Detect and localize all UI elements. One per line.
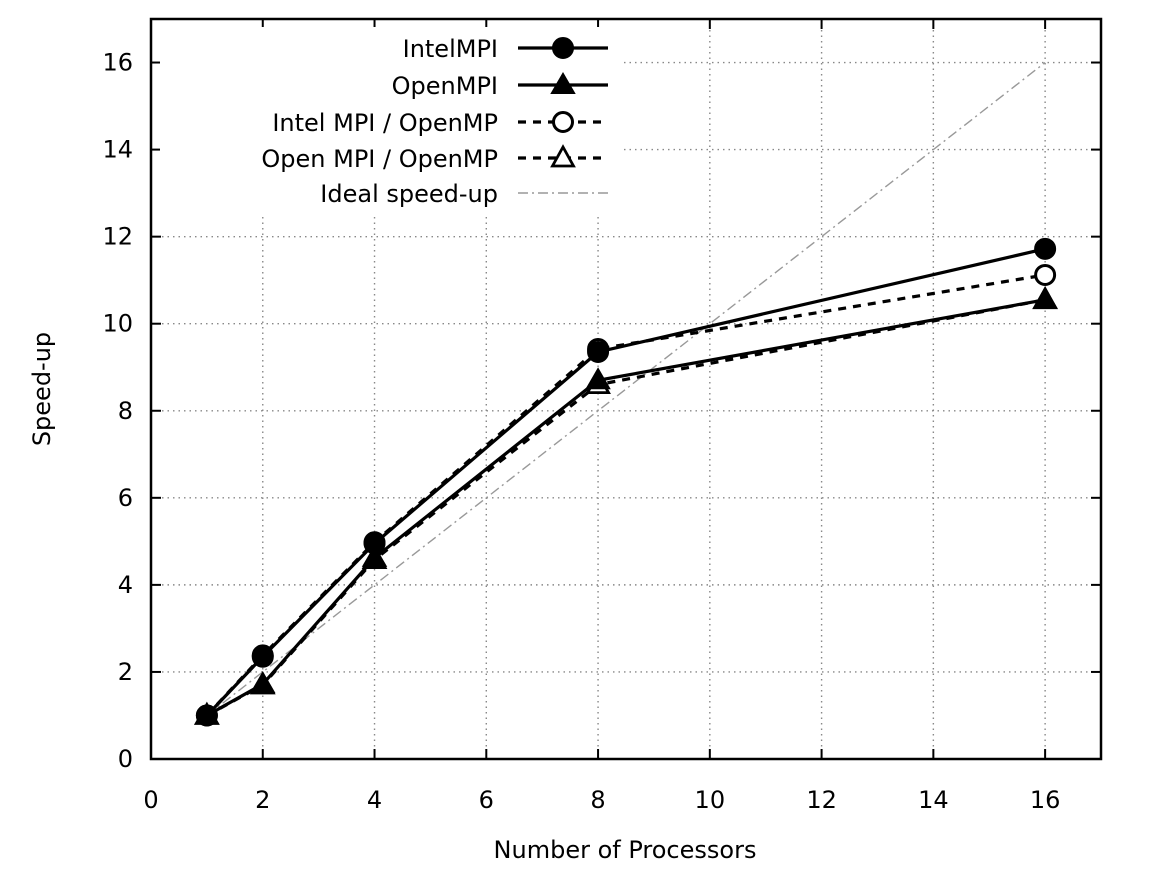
legend-marker-open-mpi-openmp — [550, 144, 576, 168]
ideal-speedup-line — [206, 61, 1046, 717]
legend-background — [160, 27, 620, 215]
legend: IntelMPI OpenMPI Intel MPI / OpenMP Open MP… — [160, 27, 620, 215]
x-tick-label: 14 — [918, 786, 949, 814]
y-tick-label: 10 — [102, 310, 133, 338]
data-point-intelmpi — [251, 645, 274, 668]
y-axis-title: Speed-up — [28, 332, 56, 446]
y-tick-label: 6 — [118, 484, 133, 512]
x-axis-title: Number of Processors — [494, 836, 757, 864]
data-point-openmpi — [250, 671, 276, 694]
x-tick-label: 6 — [479, 786, 494, 814]
series-line-intelmpi — [205, 247, 1046, 717]
legend-marker-openmpi — [550, 72, 576, 94]
data-point-intelmpi — [363, 532, 386, 555]
ideal-line-layer — [206, 61, 1046, 717]
legend-label-openmpi: OpenMPI — [392, 72, 498, 100]
legend-label-intel-mpi-openmp: Intel MPI / OpenMP — [272, 109, 498, 137]
series-line-openmpi — [206, 298, 1046, 717]
y-tick-label: 8 — [118, 397, 133, 425]
legend-label-intelmpi: IntelMPI — [403, 35, 498, 63]
series-layer — [194, 237, 1058, 727]
data-point-openmpi — [585, 367, 611, 390]
y-tick-label: 0 — [118, 745, 133, 773]
data-point-openmpi — [1032, 286, 1058, 309]
plot-frame — [149, 17, 1103, 761]
y-tick-label: 14 — [102, 136, 133, 164]
x-tick-label: 2 — [255, 786, 270, 814]
data-point-intelmpi — [195, 704, 218, 727]
legend-label-ideal-speed-up: Ideal speed-up — [320, 180, 498, 208]
legend-marker-intelmpi — [552, 37, 574, 59]
data-point-intelmpi — [1034, 237, 1057, 260]
x-tick-label: 4 — [367, 786, 382, 814]
data-point-openmpi — [361, 544, 388, 567]
x-tick-label: 12 — [806, 786, 837, 814]
series-line-open-mpi-openmp — [206, 298, 1046, 717]
axis-ticks: 0 2 4 6 8 10 12 14 16 0 2 4 6 8 10 12 14 16 — [102, 19, 1101, 814]
data-point-intel-mpi-openmp — [1034, 263, 1057, 286]
legend-label-open-mpi-openmp: Open MPI / OpenMP — [261, 145, 498, 173]
data-point-intelmpi — [587, 341, 610, 363]
x-tick-label: 16 — [1030, 786, 1061, 814]
y-tick-label: 4 — [118, 571, 133, 599]
y-tick-label: 2 — [118, 658, 133, 686]
x-tick-label: 0 — [143, 786, 158, 814]
y-tick-label: 16 — [102, 49, 133, 77]
x-tick-label: 8 — [590, 786, 605, 814]
x-tick-label: 10 — [695, 786, 726, 814]
legend-marker-intel-mpi-openmp — [552, 111, 574, 133]
series-line-intel-mpi-openmp — [205, 273, 1046, 717]
y-tick-label: 12 — [102, 223, 133, 251]
